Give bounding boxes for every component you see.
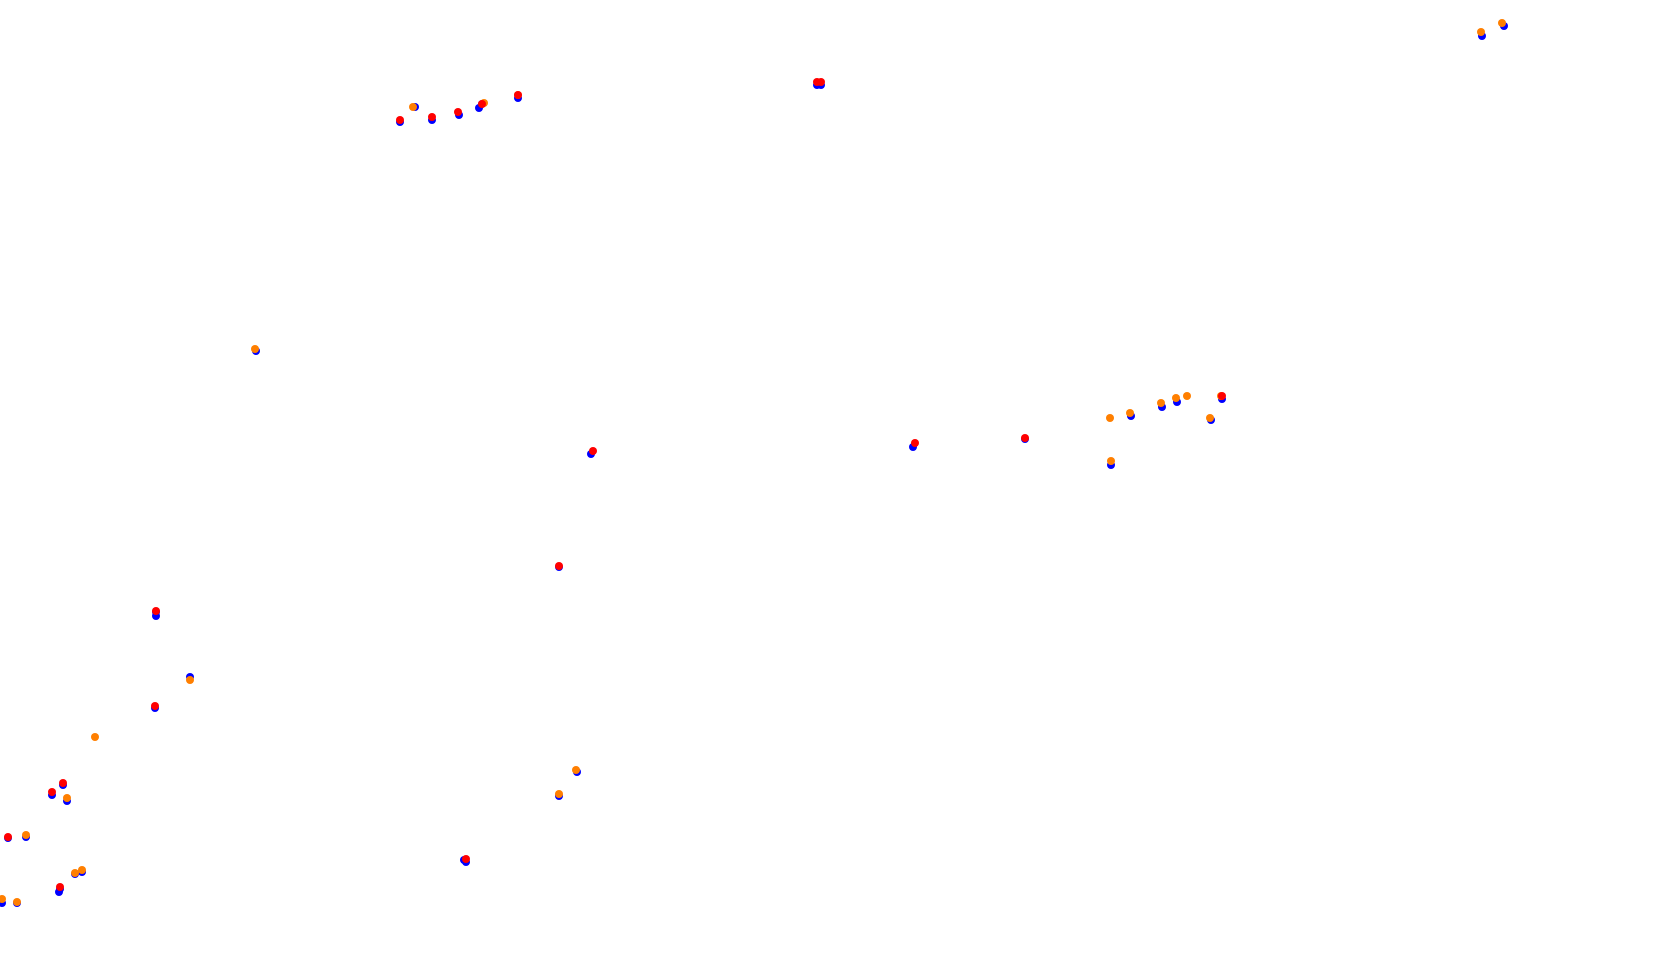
data-point [1106,414,1114,422]
data-point [454,108,462,116]
data-point [396,116,404,124]
data-point [1206,414,1214,422]
data-point [4,833,12,841]
data-point [514,91,522,99]
data-point [1498,19,1506,27]
data-point [251,345,259,353]
data-point [186,676,194,684]
data-point [1477,28,1485,36]
data-point [1126,409,1134,417]
data-point [59,779,67,787]
data-point [13,898,21,906]
data-point [911,439,919,447]
data-point [1157,399,1165,407]
data-point [572,766,580,774]
data-point [91,733,99,741]
data-point [1218,392,1226,400]
data-point [1021,434,1029,442]
data-point [555,562,563,570]
data-point [555,790,563,798]
data-point [409,103,417,111]
data-point [1107,457,1115,465]
data-point [462,855,470,863]
plot-marks [0,19,1508,907]
series-2 [4,78,1226,891]
data-point [817,78,825,86]
data-point [1183,392,1191,400]
data-point [71,869,79,877]
data-point [428,113,436,121]
data-point [151,702,159,710]
data-point [152,607,160,615]
data-point [48,788,56,796]
data-point [0,895,6,903]
data-point [56,883,64,891]
data-point [478,100,486,108]
data-point [63,794,71,802]
data-point [589,447,597,455]
data-point [1172,394,1180,402]
data-point [22,831,30,839]
data-point [78,866,86,874]
